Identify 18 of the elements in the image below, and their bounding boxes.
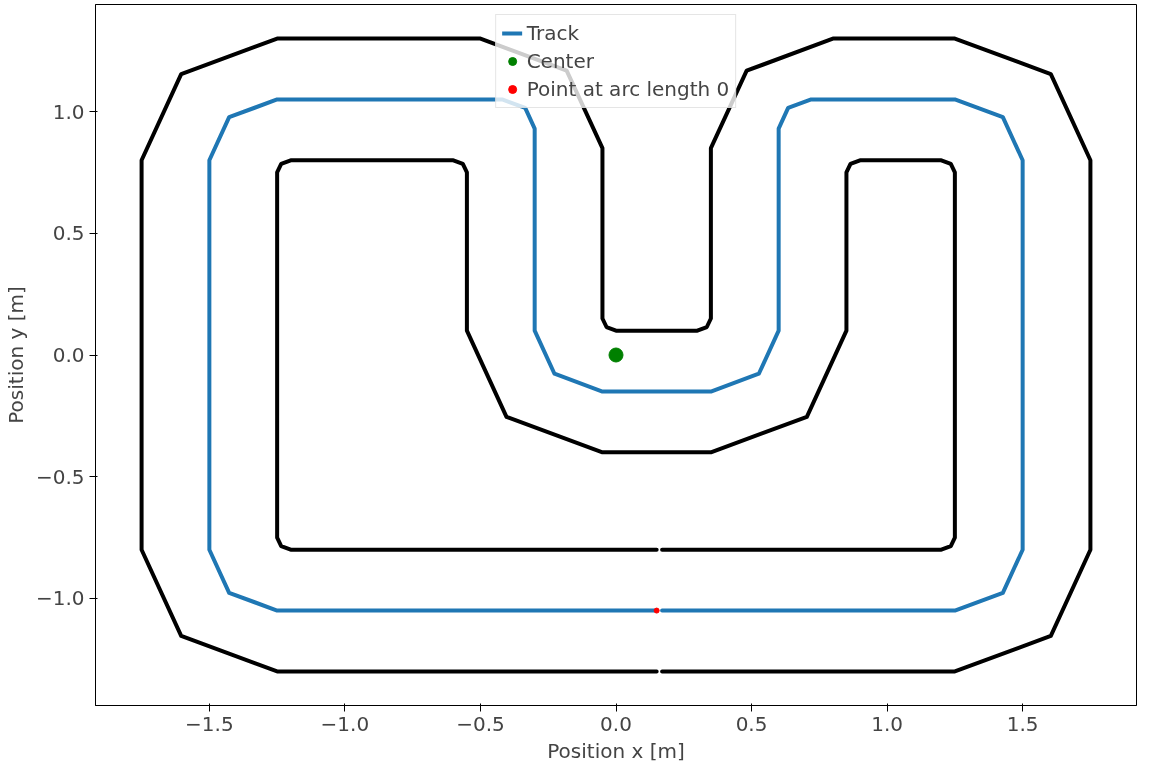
line-series [275, 158, 957, 552]
x-axis-title: Position x [m] [547, 738, 685, 763]
y-tick-label: −0.5 [35, 464, 85, 489]
legend-label: Point at arc length 0 [526, 77, 730, 101]
y-tick-label: 0.0 [52, 343, 85, 367]
legend-label: Track [526, 21, 579, 45]
x-tick-label: −1.5 [185, 711, 234, 736]
y-tick-label: −1.0 [35, 586, 85, 611]
legend-label: Center [526, 49, 594, 73]
y-tick-label: 1.0 [52, 99, 85, 124]
x-tick-label: 0.0 [600, 711, 632, 736]
x-tick-label: −1.0 [320, 711, 370, 736]
y-axis-title: Position y [m] [3, 286, 28, 424]
y-tick-label: 0.5 [52, 221, 85, 246]
x-tick-label: 1.0 [871, 711, 903, 736]
x-tick-label: 0.5 [735, 711, 768, 736]
x-tick-label: −0.5 [456, 711, 505, 736]
x-tick-label: 1.5 [1006, 711, 1039, 736]
